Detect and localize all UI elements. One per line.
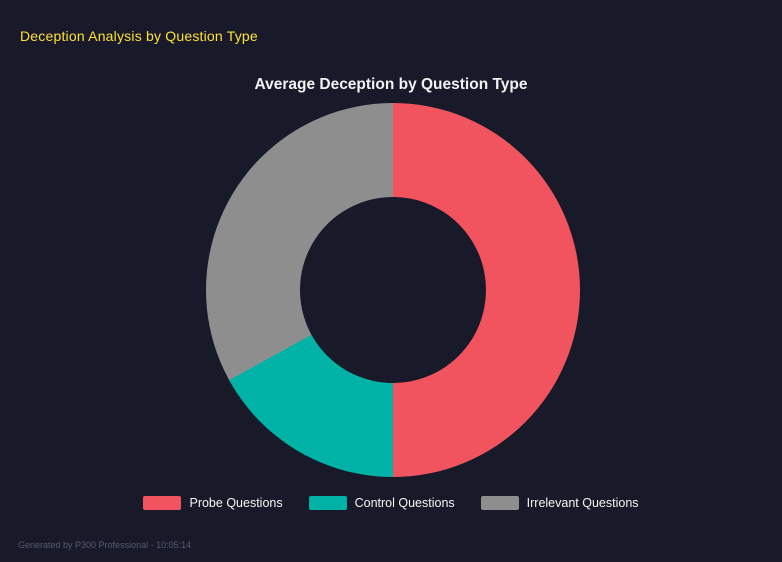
donut-hole bbox=[300, 197, 486, 383]
legend-label: Irrelevant Questions bbox=[526, 496, 639, 510]
legend-item: Irrelevant Questions bbox=[480, 496, 639, 510]
legend-label: Probe Questions bbox=[189, 496, 283, 510]
chart-legend: Probe Questions Control Questions Irrele… bbox=[0, 496, 782, 510]
footer-text: Generated by P300 Professional - 10:05:1… bbox=[18, 540, 192, 550]
legend-item: Probe Questions bbox=[143, 496, 283, 510]
legend-swatch bbox=[480, 496, 519, 510]
donut-chart bbox=[206, 103, 580, 477]
legend-swatch bbox=[308, 496, 347, 510]
legend-swatch bbox=[143, 496, 182, 510]
page-title: Deception Analysis by Question Type bbox=[20, 28, 258, 44]
chart-title: Average Deception by Question Type bbox=[254, 76, 528, 93]
legend-label: Control Questions bbox=[354, 496, 455, 510]
legend-item: Control Questions bbox=[308, 496, 455, 510]
